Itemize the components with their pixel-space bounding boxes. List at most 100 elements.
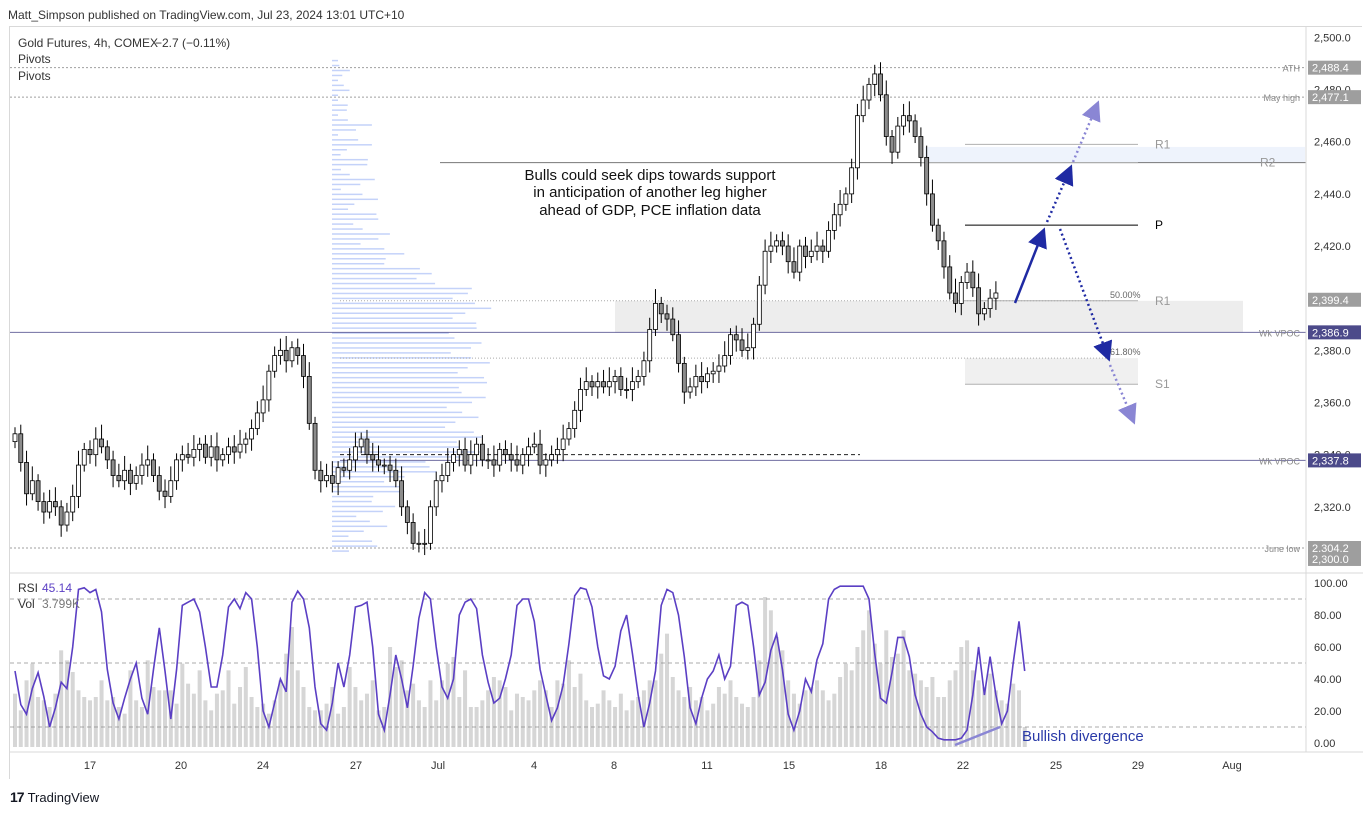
candle-body [399,480,404,508]
fib-label: 61.80% [1110,347,1141,357]
volume-profile-bar [332,139,359,141]
volume-profile-bar [332,233,390,235]
volume-bar [145,660,150,747]
price-axis[interactable]: 2,500.02,480.02,460.02,440.02,420.02,400… [1305,27,1361,752]
projection-arrows [1013,100,1137,425]
volume-bar [416,700,421,747]
volume-profile-bar [332,89,350,92]
price-badge-label: 2,337.8 [1312,455,1349,467]
support-zone-618 [965,358,1138,385]
volume-bar [163,690,168,747]
r2-zone [925,146,1305,163]
divergence-line [954,725,1001,747]
candle-body [133,475,139,484]
candle-body [410,522,416,544]
rsi-tick-label: 80.00 [1314,610,1342,622]
candle-body [439,475,445,482]
volume-profile-bar [332,134,338,136]
candle-body [254,412,260,429]
volume-bar [711,703,716,747]
annotation-line-3: ahead of GDP, PCE inflation data [539,202,761,219]
volume-bar [347,667,352,747]
candle-body [566,428,572,440]
pivot-label: P [1155,218,1163,232]
volume-bar [243,667,248,747]
candle-body [295,347,301,356]
candle-body [283,349,289,362]
volume-bar [849,670,854,747]
volume-profile-bar [332,332,449,334]
volume-bar [76,690,81,747]
candle-body [220,454,226,461]
candle-body [451,454,456,463]
candle-body [635,376,641,383]
candle-body [710,370,716,375]
support-zones [615,146,1305,385]
tradingview-logo-icon: 17 [10,789,25,805]
volume-bar [826,700,831,747]
volume-profile-bar [332,376,485,379]
volume-bar [947,680,952,747]
volume-bar [220,690,225,747]
volume-profile-bar [332,287,472,290]
volume-bar [434,700,439,747]
candle-body [197,443,203,450]
candle-body [249,428,254,440]
arrow-up-solid [1013,227,1047,304]
volume-bar [451,657,456,747]
volume-profile-bar [332,480,385,483]
level-label: Wk VPOC [1259,328,1301,338]
candle-body [174,459,179,482]
volume-profile-bar [332,317,453,319]
candle-body [260,399,266,414]
candle-body [29,480,35,495]
volume-bar [336,713,341,747]
volume-profile-bar [332,545,378,547]
volume-profile-bar [332,525,388,528]
candle-body [716,365,722,372]
volume-profile-bar [332,119,348,121]
volume-bar [982,687,987,747]
price-badge [1308,541,1361,556]
candle-body [889,136,895,153]
volume-bar [359,700,364,747]
volume-bar [497,680,502,747]
candle-body [728,334,733,356]
volume-bar [1011,683,1016,747]
volume-bar [832,693,837,747]
time-tick-label: 24 [257,760,269,772]
volume-profile-bar [332,490,405,493]
candle-body [104,446,110,461]
volume-profile-bar [332,84,344,87]
chart-svg[interactable]: ATH May high Wk VPOC Wk VPOC June low R1 R2 P R1… [10,27,1363,780]
volume-profile-bar [332,342,482,344]
candle-body [906,115,912,122]
volume-profile-bar [332,69,350,72]
volume-bar [965,640,970,747]
volume-bar [266,713,271,747]
candle-body [335,467,341,484]
volume-bar [970,670,975,747]
volume-bar [555,680,560,747]
candle-body [658,303,664,315]
time-tick-label: Aug [1222,760,1242,772]
time-axis[interactable]: 17 20 24 27 Jul 4 8 11 15 18 22 25 29 Aug [84,760,1242,772]
candles [12,62,999,556]
candle-body [739,339,745,351]
arrow-up-faint [1071,100,1101,163]
chart-frame[interactable]: ATH May high Wk VPOC Wk VPOC June low R1 R2 P R1… [9,26,1363,780]
volume-bar [763,597,768,747]
volume-profile-bar [332,505,396,508]
volume-bar [861,630,866,747]
candle-body [554,449,560,456]
volume-bar [757,660,762,747]
volume-bar [930,677,935,747]
candle-body [774,240,780,247]
candle-body [381,464,387,467]
volume-bar [139,707,144,747]
candle-body [387,464,393,471]
volume-profile-bar [332,149,347,151]
volume-bar [641,690,646,747]
footer-brand[interactable]: 17 TradingView [10,789,99,805]
candle-body [203,443,208,458]
